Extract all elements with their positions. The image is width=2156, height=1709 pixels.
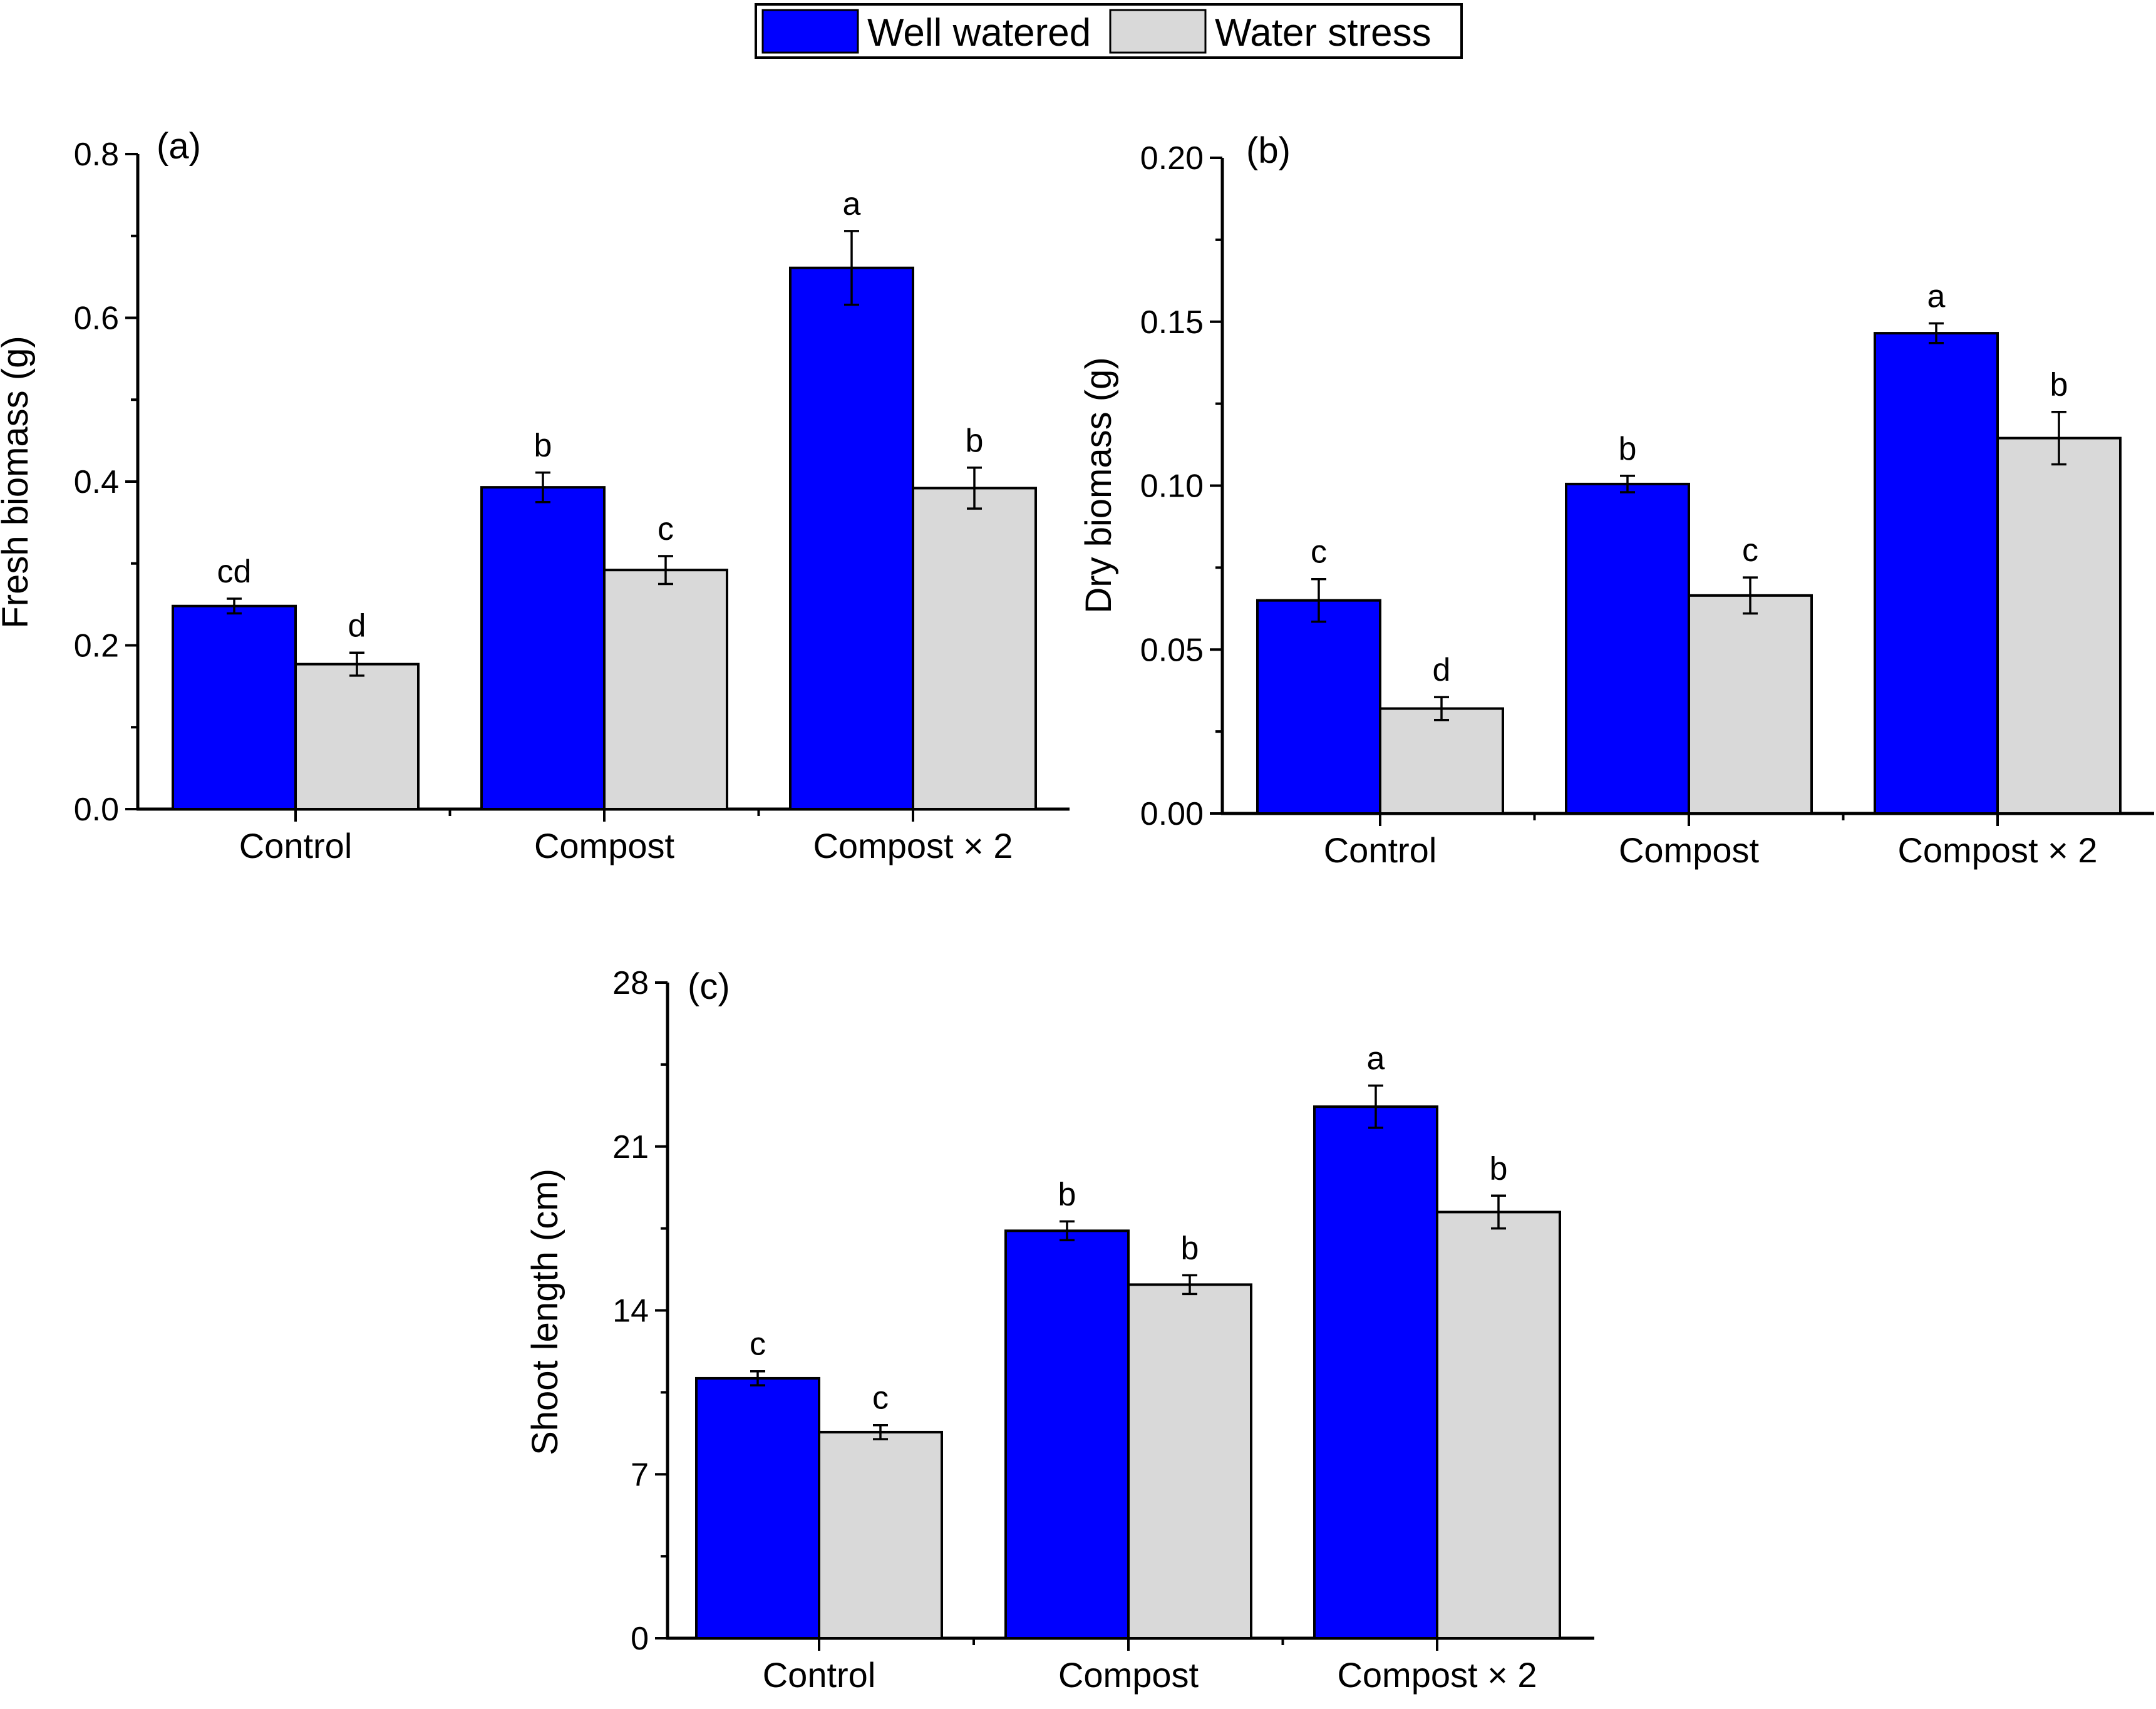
x-tick-label-control: Control [763, 1655, 876, 1695]
significance-letter: cd [217, 554, 252, 590]
bar-water-stress-compost [1688, 594, 1813, 815]
x-tick-label-compost: Compost [534, 826, 675, 865]
bar-water-stress-control [1379, 707, 1504, 815]
x-tick-label-compost: Compost [1058, 1655, 1199, 1695]
bar-water-stress-compost-2 [1436, 1211, 1561, 1639]
y-tick-label: 0.05 [1140, 632, 1204, 668]
y-tick-label: 0.0 [74, 792, 119, 828]
y-axis-title: Shoot length (cm) [525, 1169, 565, 1455]
significance-letter: c [1742, 532, 1758, 569]
significance-letter: a [843, 186, 861, 222]
y-tick-label: 0.20 [1140, 140, 1204, 177]
x-tick-label-compost-2: Compost × 2 [813, 826, 1013, 865]
bar-well-watered-control [1256, 599, 1381, 815]
significance-letter: c [872, 1380, 889, 1417]
bar-water-stress-compost-2 [1996, 436, 2122, 815]
panel-label: (a) [157, 126, 201, 167]
y-tick-label: 0.6 [74, 301, 119, 337]
significance-letter: c [658, 511, 674, 547]
y-tick-label: 0.4 [74, 464, 119, 500]
significance-letter: b [1058, 1176, 1076, 1212]
bar-well-watered-compost-2 [1874, 332, 1999, 815]
y-tick-label: 0.8 [74, 137, 119, 173]
y-tick-label: 0.15 [1140, 304, 1204, 341]
significance-letter: b [2050, 367, 2068, 403]
y-tick-label: 14 [612, 1293, 649, 1330]
significance-letter: b [1181, 1230, 1199, 1266]
y-tick-label: 0.2 [74, 628, 119, 664]
bar-water-stress-compost-2 [912, 487, 1037, 810]
x-tick-label-compost-2: Compost × 2 [1897, 830, 2097, 870]
bar-well-watered-control [695, 1376, 820, 1639]
bar-water-stress-control [294, 663, 420, 811]
y-tick-label: 28 [612, 965, 649, 1001]
x-tick-label-compost-2: Compost × 2 [1337, 1655, 1537, 1695]
x-tick-label-control: Control [239, 826, 353, 865]
y-tick-label: 7 [631, 1457, 649, 1493]
panel-b: 0.00 0.05 0.10 0.15 0.20 Control Compost Compos… [1078, 130, 2154, 870]
bar-well-watered-compost [480, 486, 606, 810]
significance-letter: d [348, 607, 366, 644]
bar-well-watered-compost [1565, 482, 1690, 815]
legend: Well watered Water stress [755, 3, 1463, 59]
significance-letter: b [1490, 1150, 1508, 1187]
significance-letter: b [534, 428, 552, 464]
legend-frame [755, 3, 1463, 59]
panel-c: 0 7 14 21 28 Control Compost Compost × 2 c b a c b b S… [525, 965, 1594, 1695]
significance-letter: b [966, 423, 984, 459]
bar-water-stress-compost [1127, 1283, 1252, 1640]
legend-swatch-water-stress [1109, 9, 1207, 54]
y-axis-title: Dry biomass (g) [1078, 357, 1119, 613]
bar-water-stress-control [818, 1430, 943, 1639]
legend-swatch-well-watered [761, 9, 859, 54]
y-axis-title: Fresh biomass (g) [0, 336, 36, 628]
bar-well-watered-compost [1004, 1229, 1130, 1639]
significance-letter: c [750, 1326, 766, 1363]
y-tick-label: 0 [631, 1621, 649, 1657]
significance-letter: a [1367, 1041, 1385, 1077]
y-tick-label: 21 [612, 1129, 649, 1165]
panel-label: (c) [688, 966, 730, 1007]
bar-water-stress-compost [603, 569, 728, 811]
significance-letter: d [1433, 652, 1451, 688]
bar-well-watered-compost-2 [1313, 1105, 1438, 1639]
significance-letter: b [1619, 431, 1637, 467]
y-tick-label: 0.10 [1140, 468, 1204, 505]
bar-well-watered-compost-2 [789, 266, 914, 810]
x-tick-label-control: Control [1324, 830, 1437, 870]
significance-letter: a [1927, 278, 1946, 314]
significance-letter: c [1311, 534, 1327, 571]
x-tick-label-compost: Compost [1619, 830, 1760, 870]
panel-label: (b) [1246, 130, 1291, 171]
legend-label-well-watered: Well watered [867, 11, 1091, 54]
panel-a: 0.0 0.2 0.4 0.6 0.8 Control Compost Compost × 2… [0, 126, 1070, 865]
legend-label-water-stress: Water stress [1215, 11, 1431, 54]
bar-well-watered-control [172, 604, 297, 810]
y-tick-label: 0.00 [1140, 796, 1204, 832]
